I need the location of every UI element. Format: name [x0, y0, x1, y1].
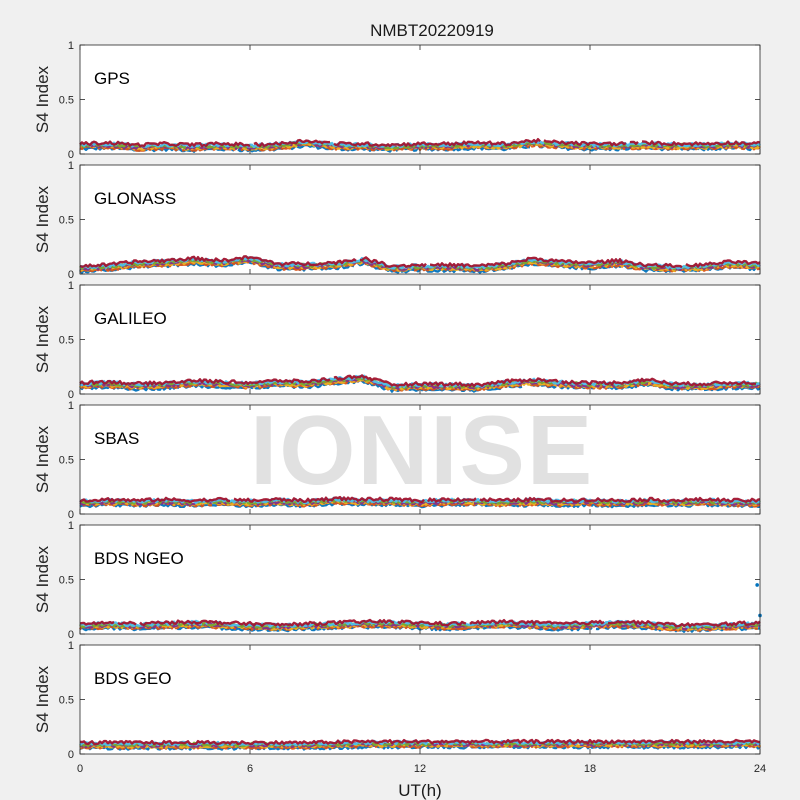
x-tick-label: 12	[414, 763, 426, 775]
y-tick-label: 1	[68, 520, 74, 532]
panels: 0 0.5 1 GPS S4 Index 0 0.5 1 GLONASS S4 Index 0 0.5…	[33, 40, 766, 775]
y-tick-label: 1	[68, 640, 74, 652]
y-tick-label: 0	[68, 389, 74, 401]
plot-area	[80, 45, 760, 154]
y-tick-label: 0.5	[59, 335, 74, 347]
y-axis-label: S4 Index	[33, 185, 52, 253]
series-trace-6	[79, 738, 761, 746]
data-traces	[79, 583, 762, 633]
series-trace-6	[79, 255, 761, 269]
panel-label: BDS GEO	[94, 669, 171, 688]
chart-title: NMBT20220919	[370, 21, 494, 40]
plot-area	[80, 285, 760, 394]
panel-label: GLONASS	[94, 189, 176, 208]
plot-area	[80, 405, 760, 514]
series-trace-6	[79, 618, 761, 628]
y-axis-label: S4 Index	[33, 425, 52, 493]
y-tick-label: 0.5	[59, 95, 74, 107]
y-tick-label: 0.5	[59, 695, 74, 707]
x-tick-label: 0	[77, 763, 83, 775]
series-trace-2	[79, 742, 761, 749]
y-tick-label: 0	[68, 509, 74, 521]
y-tick-label: 0.5	[59, 215, 74, 227]
plot-area	[80, 165, 760, 274]
plot-area	[80, 645, 760, 754]
panel-label: SBAS	[94, 429, 139, 448]
panel-glonass: 0 0.5 1 GLONASS S4 Index	[33, 160, 761, 281]
y-axis-label: S4 Index	[33, 665, 52, 733]
x-tick-label: 6	[247, 763, 253, 775]
x-tick-label: 24	[754, 763, 766, 775]
data-traces	[79, 255, 761, 274]
y-tick-label: 0	[68, 749, 74, 761]
y-tick-label: 1	[68, 400, 74, 412]
data-traces	[79, 738, 761, 751]
data-traces	[79, 495, 761, 509]
y-axis-label: S4 Index	[33, 65, 52, 133]
data-traces	[79, 138, 761, 153]
panel-sbas: 0 0.5 1 SBAS S4 Index	[33, 400, 761, 521]
panel-galileo: 0 0.5 1 GALILEO S4 Index	[33, 280, 760, 401]
panel-label: GALILEO	[94, 309, 167, 328]
y-axis-label: S4 Index	[33, 305, 52, 373]
x-tick-label: 18	[584, 763, 596, 775]
y-tick-label: 0	[68, 629, 74, 641]
series-trace-6	[79, 138, 761, 148]
outlier-point	[755, 583, 759, 587]
x-axis-label: UT(h)	[398, 781, 441, 800]
data-traces	[80, 375, 760, 393]
y-axis-label: S4 Index	[33, 545, 52, 613]
panel-bds-geo: 0 0.5 1 0 6 12 18 24 BDS GEO S4 Index	[33, 640, 766, 775]
plot-area	[80, 525, 760, 634]
panel-bds-ngeo: 0 0.5 1 BDS NGEO S4 Index	[33, 520, 762, 641]
panel-label: GPS	[94, 69, 130, 88]
series-trace-6	[79, 495, 761, 504]
y-tick-label: 0	[68, 269, 74, 281]
y-tick-label: 0.5	[59, 455, 74, 467]
y-tick-label: 0.5	[59, 575, 74, 587]
panel-gps: 0 0.5 1 GPS S4 Index	[33, 40, 761, 161]
y-tick-label: 0	[68, 149, 74, 161]
panel-label: BDS NGEO	[94, 549, 184, 568]
y-tick-label: 1	[68, 40, 74, 52]
y-tick-label: 1	[68, 280, 74, 292]
y-tick-label: 1	[68, 160, 74, 172]
